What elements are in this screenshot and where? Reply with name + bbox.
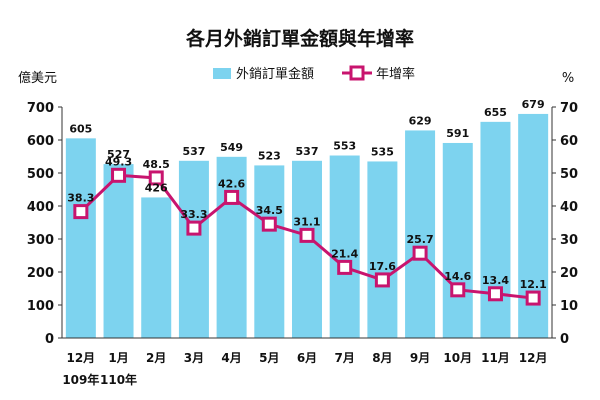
bar [329,155,360,338]
bar [292,160,322,338]
right-tick-label: 50 [560,167,578,182]
bar [367,161,398,338]
right-tick-label: 10 [560,299,578,314]
growth-value-label: 21.4 [331,247,358,260]
x-tick-label: 12月 [66,351,95,365]
x-tick-label: 5月 [259,351,279,365]
x-year-label: 110年 [100,372,137,387]
legend-line-marker [349,65,365,81]
left-tick-label: 100 [27,299,54,314]
legend-bar-swatch [213,68,231,79]
bar-value-label: 655 [484,106,507,119]
growth-value-label: 38.3 [67,192,94,205]
x-year-label: 109年 [62,372,99,387]
growth-value-label: 17.6 [369,260,396,273]
right-tick-label: 0 [560,332,569,347]
legend-line-label: 年增率 [376,66,415,82]
right-tick-label: 40 [560,200,578,215]
x-tick-label: 11月 [481,351,510,365]
x-tick-label: 6月 [297,351,317,365]
growth-value-label: 33.3 [180,208,207,221]
data-labels: 605 527 426 537 549 523 537 553 535 629 591 655 679 3… [67,98,546,291]
left-tick-label: 0 [45,332,54,347]
growth-point [186,220,202,236]
left-tick-label: 200 [27,266,54,281]
line-series [73,167,541,306]
bar [254,165,285,338]
right-tick-label: 70 [560,101,578,116]
growth-point [148,170,164,186]
bar [405,130,436,338]
bar-value-label: 523 [258,149,281,162]
x-tick-label: 10月 [443,351,472,365]
left-tick-label: 300 [27,233,54,248]
right-tick-label: 30 [560,233,578,248]
left-tick-label: 500 [27,167,54,182]
growth-point [73,204,89,220]
bar-value-label: 535 [371,145,394,158]
right-tick-label: 60 [560,134,578,149]
bar-value-label: 591 [446,127,469,140]
bar-value-label: 537 [296,145,319,158]
growth-point [337,259,353,275]
right-axis-unit: % [562,71,574,86]
left-tick-label: 600 [27,134,54,149]
growth-point [111,167,127,183]
bar-value-label: 605 [69,122,92,135]
growth-value-label: 31.1 [293,215,320,228]
bar-value-label: 527 [107,148,130,161]
x-tick-label: 12月 [519,351,548,365]
bar-value-label: 426 [145,181,168,194]
growth-value-label: 34.5 [256,204,283,217]
growth-value-label: 12.1 [520,278,547,291]
bar-value-label: 537 [182,145,205,158]
bar [141,197,172,338]
left-axis-unit: 億美元 [18,70,57,86]
bar [480,121,511,338]
growth-point [224,189,240,205]
growth-value-label: 49.3 [105,155,132,168]
legend: 外銷訂單金額 年增率 [213,65,415,82]
growth-value-label: 25.7 [407,233,434,246]
x-tick-label: 3月 [184,351,204,365]
bar [178,160,209,338]
x-tick-label: 4月 [221,351,241,365]
growth-point [412,245,428,261]
bar [103,164,134,338]
growth-point [299,227,315,243]
bar-value-label: 549 [220,141,243,154]
x-tick-label: 7月 [335,351,355,365]
growth-point [525,290,541,306]
growth-point [450,282,466,298]
growth-value-label: 13.4 [482,274,509,287]
x-tick-label: 8月 [372,351,392,365]
chart-title: 各月外銷訂單金額與年增率 [185,27,414,50]
growth-value-label: 42.6 [218,177,245,190]
x-tick-label: 9月 [410,351,430,365]
bar [442,142,473,338]
growth-point [487,286,503,302]
growth-value-label: 14.6 [444,270,471,283]
left-tick-label: 700 [27,101,54,116]
growth-point [374,272,390,288]
bar-value-label: 553 [333,140,356,153]
bar [216,156,247,338]
bar-value-label: 679 [522,98,545,111]
left-tick-label: 400 [27,200,54,215]
growth-point [261,216,277,232]
right-tick-label: 20 [560,266,578,281]
x-tick-label: 2月 [146,351,166,365]
bar [65,138,96,338]
growth-value-label: 48.5 [143,158,170,171]
legend-bar-label: 外銷訂單金額 [236,66,314,82]
bar-value-label: 629 [409,114,432,127]
axes: 0 100 200 300 400 500 600 700 0 10 20 30 40 50 60 70 12月… [27,101,578,387]
x-tick-label: 1月 [108,351,128,365]
